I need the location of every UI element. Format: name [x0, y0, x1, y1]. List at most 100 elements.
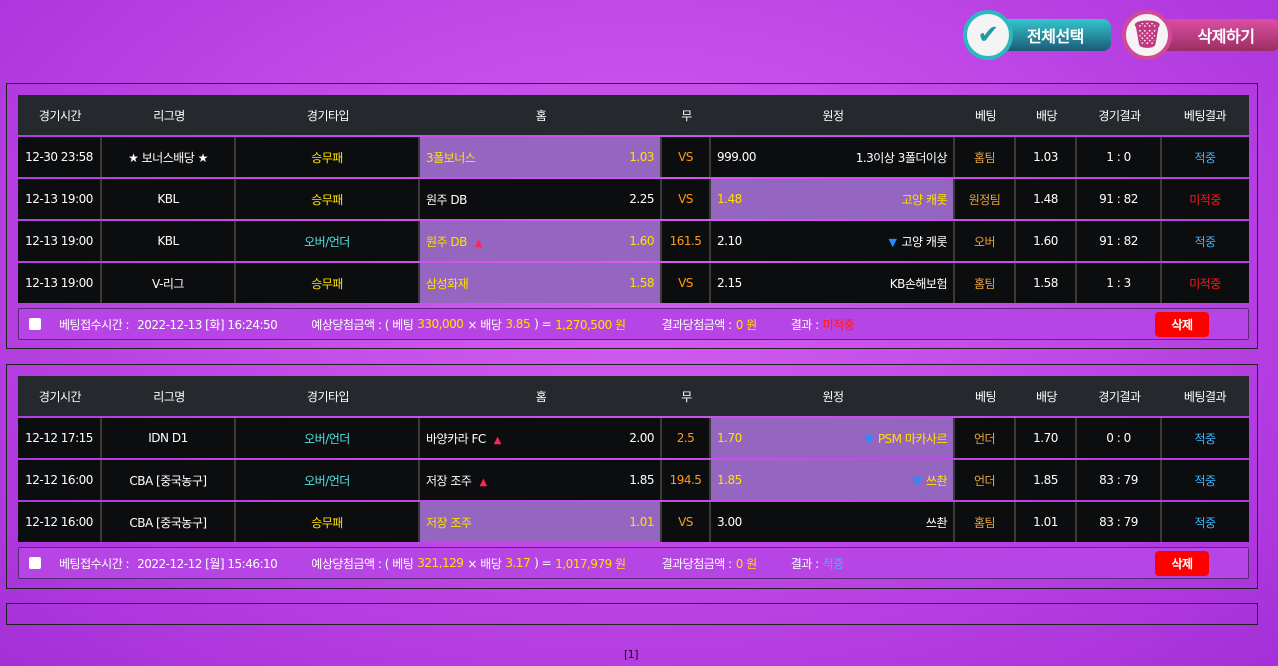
table-header: 경기시간 리그명 경기타입 홈 무 원정 베팅 배당 경기결과 베팅결과 — [18, 95, 1249, 135]
bet-odds: 1.85 — [1016, 460, 1077, 500]
away-team: 고양 캐롯 — [901, 191, 948, 208]
away-team: ▼ 고양 캐롯 — [888, 233, 948, 250]
delete-button[interactable]: 삭제 — [1155, 551, 1209, 576]
home-odds: 1.03 — [629, 150, 654, 164]
equals-label: ) = — [534, 317, 552, 331]
table-row: 12-13 19:00 KBL 승무패 원주 DB 2.25 VS 1.48 고양 캐롯 원정팀… — [18, 179, 1249, 219]
total-odds: 3.17 — [505, 556, 531, 570]
home-team-cell: 3폴보너스 1.03 — [420, 137, 662, 177]
draw-value: VS — [662, 179, 711, 219]
bet-odds: 1.48 — [1016, 179, 1077, 219]
bet-choice: 원정팀 — [955, 179, 1016, 219]
bet-odds: 1.03 — [1016, 137, 1077, 177]
bet-result: 미적중 — [1189, 276, 1221, 291]
bet-time: 2022-12-13 [화] 16:24:50 — [137, 317, 278, 332]
select-checkbox[interactable] — [29, 318, 41, 330]
match-score: 83 : 79 — [1077, 460, 1162, 500]
result-label: 결과 : — [790, 317, 819, 332]
column-header: 배당 — [1035, 389, 1058, 404]
home-odds: 2.00 — [629, 431, 654, 445]
column-header: 배당 — [1035, 108, 1058, 123]
home-team-name: 원주 DB — [426, 192, 467, 207]
away-team-name: 고양 캐롯 — [901, 192, 948, 207]
league-name: CBA [중국농구] — [102, 460, 236, 500]
bet-result: 미적중 — [1189, 192, 1221, 207]
league-name: V-리그 — [102, 263, 236, 303]
column-header: 리그명 — [153, 108, 185, 123]
league-name: KBL — [102, 221, 236, 261]
column-header: 베팅 — [974, 108, 997, 123]
away-team: 1.3이상 3폴더이상 — [855, 149, 948, 166]
home-team-name: 저장 조주 — [426, 515, 472, 530]
delete-button[interactable]: 삭제 — [1155, 312, 1209, 337]
away-odds: 1.85 — [717, 473, 742, 487]
match-time: 12-12 17:15 — [18, 418, 102, 458]
arrow-down-icon: ▼ — [864, 432, 873, 446]
match-time: 12-13 19:00 — [18, 179, 102, 219]
home-team: 바양카라 FC ▲ — [426, 430, 501, 447]
home-team: 원주 DB — [426, 191, 467, 208]
slip-result: 미적중 — [822, 317, 855, 332]
away-odds: 2.10 — [717, 234, 742, 248]
home-team: 저장 조주 — [426, 514, 472, 531]
column-header: 경기타입 — [306, 389, 350, 404]
pagination-page-1[interactable]: [1] — [624, 648, 639, 661]
home-team-cell: 삼성화재 1.58 — [420, 263, 662, 303]
away-team-name: 고양 캐롯 — [901, 234, 948, 249]
away-odds: 2.15 — [717, 276, 742, 290]
won-amount: 0 원 — [735, 556, 758, 571]
draw-value: 2.5 — [662, 418, 711, 458]
times-label: × 배당 — [467, 556, 502, 571]
stake-amount: 321,129 — [417, 556, 464, 570]
table-row: 12-12 16:00 CBA [중국농구] 승무패 저장 조주 1.01 VS 3.00 쓰… — [18, 502, 1249, 542]
arrow-up-icon: ▲ — [474, 237, 483, 249]
away-team-name: KB손해보험 — [889, 276, 948, 291]
home-team-name: 원주 DB — [426, 234, 467, 249]
away-team: 쓰촨 — [926, 514, 948, 531]
bet-time-label: 베팅접수시간 : — [59, 317, 130, 332]
match-type: 승무패 — [236, 502, 420, 542]
arrow-down-icon: ▼ — [888, 235, 897, 249]
home-team-cell: 원주 DB ▲ 1.60 — [420, 221, 662, 261]
away-team: ▼ PSM 마카사르 — [864, 430, 948, 447]
league-name: IDN D1 — [102, 418, 236, 458]
select-all-button[interactable]: ✔ 전체선택 — [963, 10, 1111, 60]
table-row: 12-12 17:15 IDN D1 오버/언더 바양카라 FC ▲ 2.00 2.5 1.7… — [18, 418, 1249, 458]
bet-result: 적중 — [1194, 473, 1216, 488]
column-header: 베팅결과 — [1183, 108, 1227, 123]
slip-result: 적중 — [822, 556, 845, 571]
bet-odds: 1.70 — [1016, 418, 1077, 458]
home-team: 삼성화재 — [426, 275, 469, 292]
draw-value: 161.5 — [662, 221, 711, 261]
table-row: 12-30 23:58 ★ 보너스배당 ★ 승무패 3폴보너스 1.03 VS 999.00… — [18, 137, 1249, 177]
home-team-name: 저장 조주 — [426, 473, 472, 488]
match-score: 91 : 82 — [1077, 221, 1162, 261]
bet-slip-2: 경기시간 리그명 경기타입 홈 무 원정 베팅 배당 경기결과 베팅결과 12-12 17:15 ID… — [6, 364, 1258, 589]
home-team-cell: 저장 조주 1.01 — [420, 502, 662, 542]
away-team-name: 1.3이상 3폴더이상 — [855, 150, 948, 165]
won-label: 결과당첨금액 : — [661, 317, 733, 332]
select-checkbox[interactable] — [29, 557, 41, 569]
home-odds: 2.25 — [629, 192, 654, 206]
away-team-name: 쓰촨 — [925, 473, 948, 488]
home-team-name: 삼성화재 — [426, 276, 469, 291]
away-team-cell: 1.85 ▼ 쓰촨 — [711, 460, 955, 500]
away-odds: 1.48 — [717, 192, 742, 206]
match-score: 0 : 0 — [1077, 418, 1162, 458]
match-type: 오버/언더 — [236, 460, 420, 500]
match-type: 승무패 — [236, 263, 420, 303]
away-odds: 999.00 — [717, 150, 757, 164]
arrow-up-icon: ▲ — [493, 434, 502, 446]
home-team: 저장 조주 ▲ — [426, 472, 487, 489]
home-odds: 1.58 — [629, 276, 654, 290]
column-header: 원정 — [822, 389, 844, 404]
column-header: 무 — [681, 389, 692, 404]
draw-value: VS — [662, 137, 711, 177]
away-team-cell: 2.10 ▼ 고양 캐롯 — [711, 221, 955, 261]
match-score: 1 : 0 — [1077, 137, 1162, 177]
expected-label: 예상당첨금액 : ( 베팅 — [311, 317, 414, 332]
delete-selected-button[interactable]: 🗑 삭제하기 — [1122, 10, 1278, 60]
home-odds: 1.60 — [629, 234, 654, 248]
bet-choice: 홈팀 — [955, 137, 1016, 177]
column-header: 리그명 — [153, 389, 185, 404]
